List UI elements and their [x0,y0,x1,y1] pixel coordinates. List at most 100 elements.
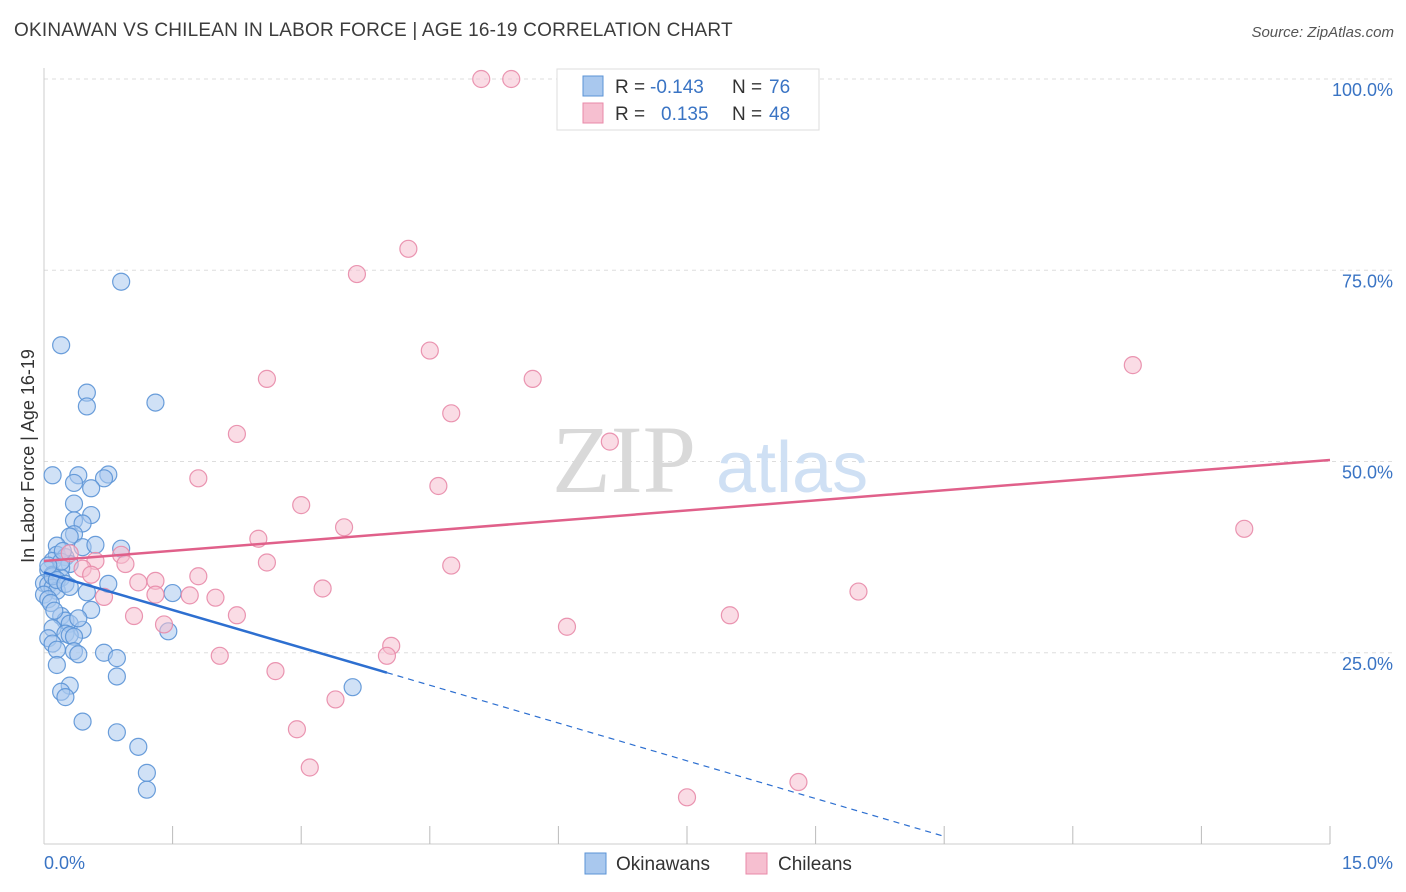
chileans-point-0 [472,69,491,89]
chileans-point-27 [180,586,199,605]
y-tick-label-100: 100.0% [1332,80,1393,100]
chileans-point-26 [313,579,332,598]
okinawans-point-37 [82,600,101,620]
chileans-point-22 [116,554,135,574]
legend-n-label-okinawans: N = [732,77,762,98]
chart-title: OKINAWAN VS CHILEAN IN LABOR FORCE | AGE… [14,20,733,41]
chileans-point-35 [154,615,174,634]
okinawans-trend-line [43,571,388,674]
chileans-point-41 [326,690,345,709]
watermark-zip: ZIP [552,406,696,513]
okinawans-point-19 [86,535,105,554]
chileans-point-40 [266,662,285,681]
okinawans-point-62 [107,723,126,742]
okinawans-point-53 [47,640,66,659]
legend-r-value-okinawans: -0.143 [650,77,704,98]
okinawans-point-56 [107,667,126,686]
legend: R = -0.143 N = 76 R = 0.135 N = 48 [556,68,820,131]
chileans-point-31 [94,587,114,607]
okinawans-point-4 [146,393,165,412]
chileans-point-2 [399,239,418,258]
okinawans-point-49 [163,583,182,603]
chileans-point-3 [347,264,367,284]
okinawans-point-74 [69,609,88,628]
chileans-point-20 [442,556,461,575]
chileans-point-38 [210,646,229,665]
chileans-point-6 [257,369,277,388]
chileans-point-14 [1235,519,1254,538]
y-tick-label-25: 25.0% [1342,654,1393,674]
okinawans-point-0 [112,272,131,291]
chileans-point-32 [720,606,739,625]
chileans-point-39 [377,646,397,665]
gridlines [44,78,1393,654]
okinawans-point-52 [69,645,88,664]
okinawans-points [34,272,362,799]
chileans-point-24 [189,567,208,586]
chileans-point-7 [523,369,542,388]
legend-swatch-okinawans [582,75,604,97]
okinawans-point-9 [64,473,84,493]
okinawans-point-10 [82,479,101,498]
okinawans-point-61 [73,712,92,731]
okinawans-point-71 [60,577,79,597]
okinawans-point-55 [47,655,66,675]
chileans-point-25 [129,573,148,592]
okinawans-point-11 [64,494,84,513]
okinawans-point-5 [43,466,62,485]
chileans-point-30 [146,585,165,604]
okinawans-point-3 [77,397,96,416]
chileans-point-9 [227,424,246,444]
chileans-point-21 [257,553,277,572]
chileans-trend-line [43,458,1331,563]
okinawans-point-59 [56,688,75,707]
chileans-point-1 [502,69,521,89]
y-axis-title: In Labor Force | Age 16-19 [18,349,38,563]
chileans-point-45 [677,788,697,807]
chileans-point-8 [442,404,461,423]
x-tick-label-max: 15.0% [1342,853,1393,873]
chileans-point-34 [124,606,144,626]
chileans-point-47 [82,565,101,584]
chileans-point-12 [429,476,448,496]
legend-n-label-chileans: N = [732,104,762,125]
chileans-point-42 [287,720,307,739]
trend-lines [43,458,1331,837]
y-tick-label-50: 50.0% [1342,463,1393,483]
watermark: ZIP atlas [552,406,868,513]
chileans-point-15 [334,518,354,537]
bottom-legend: Okinawans Chileans [584,852,852,875]
legend-r-label-okinawans: R = [615,77,645,98]
chileans-point-5 [1123,356,1142,375]
legend-n-value-okinawans: 76 [769,77,790,98]
chileans-points [60,69,1254,807]
legend-swatch-chileans [582,102,604,124]
chileans-point-28 [206,588,225,607]
chileans-point-36 [557,617,577,636]
okinawans-point-64 [137,763,156,782]
legend-r-label-chileans: R = [615,104,645,125]
chart-source: Source: ZipAtlas.com [1251,24,1394,41]
bottom-legend-swatch-chileans [745,852,768,875]
chileans-point-11 [189,469,208,488]
okinawans-point-8 [94,469,114,488]
legend-r-value-chileans: 0.135 [661,104,709,125]
okinawans-point-60 [343,678,362,697]
x-tick-label-min: 0.0% [44,853,85,873]
okinawans-point-65 [137,780,156,799]
chileans-point-33 [227,606,246,625]
bottom-legend-label-okinawans: Okinawans [616,854,710,875]
chileans-point-4 [420,341,439,360]
chileans-point-44 [789,772,808,792]
y-tick-labels: 25.0% 50.0% 75.0% 100.0% [1332,80,1393,674]
y-tick-label-75: 75.0% [1342,271,1393,291]
okinawans-point-1 [52,336,71,355]
legend-n-value-chileans: 48 [769,104,790,125]
bottom-legend-swatch-okinawans [584,852,607,875]
watermark-atlas: atlas [716,428,868,508]
okinawans-point-63 [129,737,148,756]
x-ticks [172,826,1331,844]
chileans-point-13 [292,496,311,515]
okinawans-trend-extension [386,672,945,837]
